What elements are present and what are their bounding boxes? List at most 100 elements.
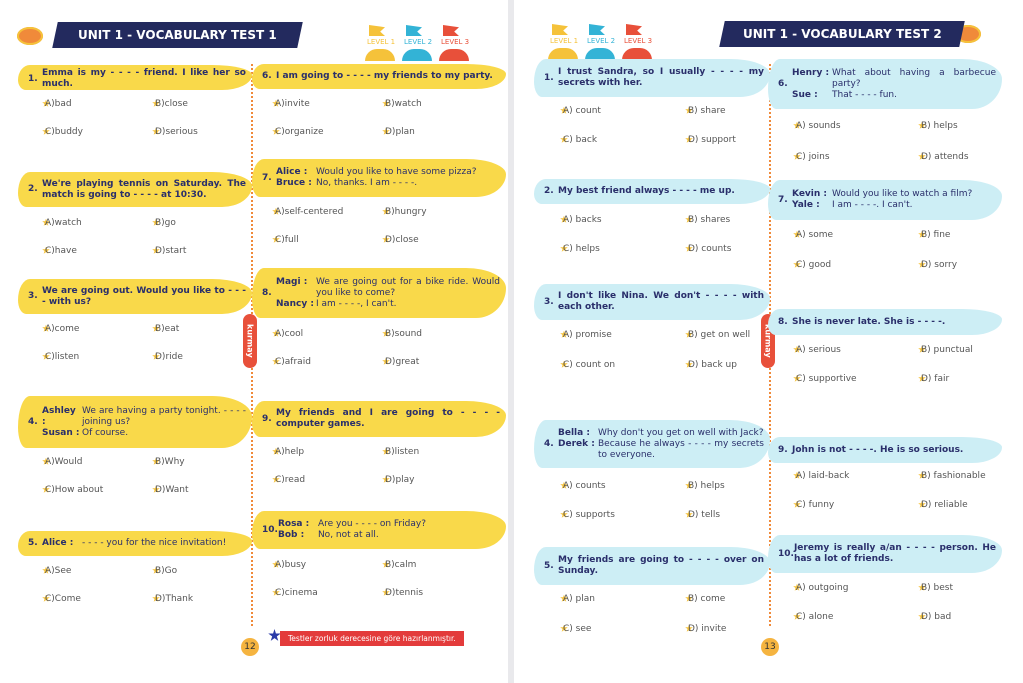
option-star	[152, 457, 160, 465]
option-text: A) counts	[563, 481, 606, 491]
option-star	[793, 471, 801, 479]
speech: Would you like to have some pizza?	[316, 167, 477, 177]
footer-star	[268, 629, 281, 641]
option-text: C) helps	[563, 244, 600, 254]
speaker: Kevin :	[792, 189, 828, 199]
question-text: 7. Alice : Would you like to have some piz…	[262, 162, 500, 194]
option-text: D)great	[385, 357, 420, 367]
option-star	[152, 127, 160, 135]
option-text: B) helps	[921, 121, 958, 131]
option-star	[42, 246, 50, 254]
option-text: A) backs	[563, 215, 602, 225]
option-text: A) laid-back	[796, 471, 850, 481]
answer-option: B)go	[152, 218, 176, 228]
question-text: 6. Henry : What about having a barbecue pa…	[778, 62, 996, 106]
option-text: D)Thank	[155, 594, 194, 604]
option-text: D) back up	[688, 360, 737, 370]
option-star	[382, 329, 390, 337]
option-star	[918, 152, 926, 160]
answer-option: C) supportive	[793, 374, 857, 384]
option-star	[382, 447, 390, 455]
question-body: I trust Sandra, so I usually - - - - my …	[558, 67, 764, 89]
option-star	[382, 235, 390, 243]
brand-badge: kurmay	[243, 314, 257, 368]
option-star	[560, 594, 568, 602]
answer-option: C)Come	[42, 594, 81, 604]
answer-option: B)Why	[152, 457, 185, 467]
footer-note: Testler zorluk derecesine göre hazırlanm…	[280, 631, 464, 646]
title: UNIT 1 - VOCABULARY TEST 2	[742, 27, 942, 41]
option-star	[793, 345, 801, 353]
question-number: 6.	[778, 78, 788, 89]
level-flag	[406, 25, 422, 36]
dialogue-line: Kevin : Would you like to watch a film?	[792, 189, 996, 200]
answer-option: B) fine	[918, 230, 950, 240]
question-highlight	[252, 511, 506, 549]
question-text: 3. We are going out. Would you like to - …	[28, 282, 246, 311]
option-text: C)Come	[45, 594, 81, 604]
speech: - - - - you for the nice invitation!	[82, 538, 227, 548]
option-text: D) attends	[921, 152, 969, 162]
speaker: Nancy :	[276, 298, 314, 309]
option-star	[793, 121, 801, 129]
answer-option: A)come	[42, 324, 79, 334]
option-text: C) see	[563, 624, 592, 634]
title-banner: UNIT 1 - VOCABULARY TEST 2	[719, 21, 965, 47]
question-body: My best friend always - - - - me up.	[558, 186, 764, 197]
speaker: Bruce :	[276, 178, 312, 188]
question-prompt: I trust Sandra, so I usually - - - - my …	[558, 67, 764, 88]
option-text: D)Want	[155, 485, 189, 495]
answer-option: C)read	[272, 475, 305, 485]
answer-option: D) reliable	[918, 500, 968, 510]
level-flag	[589, 24, 605, 35]
option-text: B)close	[155, 99, 188, 109]
option-text: D) fair	[921, 374, 950, 384]
question-number: 3.	[544, 296, 554, 307]
option-star	[42, 594, 50, 602]
question-highlight	[534, 547, 770, 585]
question-text: 10. Rosa : Are you - - - - on Friday? Bob :…	[262, 514, 500, 546]
option-star	[560, 624, 568, 632]
speech: Because he always - - - - my secrets to …	[598, 438, 764, 460]
option-text: D) sorry	[921, 260, 958, 270]
option-star	[382, 588, 390, 596]
option-star	[272, 560, 280, 568]
question-body: John is not - - - -. He is so serious.	[792, 445, 996, 456]
level-label: LEVEL 1	[367, 38, 396, 46]
option-text: A)watch	[45, 218, 82, 228]
question-text: 2. My best friend always - - - - me up.	[544, 182, 764, 201]
option-star	[42, 566, 50, 574]
question-prompt: John is not - - - -. He is so serious.	[792, 444, 964, 455]
option-text: C)organize	[275, 127, 324, 137]
option-text: D)play	[385, 475, 415, 485]
option-text: A)self-centered	[275, 207, 344, 217]
question-number: 1.	[544, 72, 554, 83]
question-text: 4. Bella : Why don't you get on well with …	[544, 423, 764, 465]
answer-option: B) get on well	[685, 330, 750, 340]
dialogue-line: Rosa : Are you - - - - on Friday?	[278, 519, 500, 530]
speaker: Rosa :	[277, 519, 310, 529]
question-text: 9. John is not - - - -. He is so serious.	[778, 440, 996, 460]
option-text: B)watch	[385, 99, 422, 109]
dialogue-line: Ashley : We are having a party tonight. -…	[42, 406, 246, 428]
dialogue-line: Alice : Would you like to have some pizza…	[276, 167, 500, 178]
option-star	[42, 457, 50, 465]
option-star	[560, 215, 568, 223]
option-text: D)plan	[385, 127, 415, 137]
answer-option: D)play	[382, 475, 415, 485]
speaker: Yale :	[792, 200, 820, 210]
option-text: B) punctual	[921, 345, 973, 355]
answer-option: B) come	[685, 594, 725, 604]
dialogue-line: Alice : - - - - you for the nice invitati…	[42, 538, 246, 549]
option-star	[918, 374, 926, 382]
speech: We are having a party tonight. - - - - j…	[82, 405, 246, 427]
dialogue-line: Sue : That - - - - fun.	[792, 90, 996, 101]
option-star	[793, 374, 801, 382]
question-number: 2.	[28, 184, 38, 194]
question-number: 4.	[28, 416, 38, 427]
question-highlight	[18, 396, 252, 448]
option-star	[560, 481, 568, 489]
dialogue-line: Magi : We are going out for a bike ride. …	[276, 277, 500, 299]
option-star	[685, 481, 693, 489]
question-highlight	[534, 179, 770, 204]
